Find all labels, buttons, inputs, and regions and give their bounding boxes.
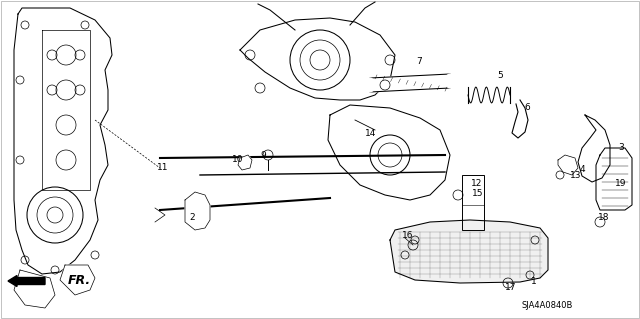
- Text: 13: 13: [570, 170, 582, 180]
- Text: 7: 7: [416, 57, 422, 66]
- Polygon shape: [185, 192, 210, 230]
- Polygon shape: [60, 265, 95, 295]
- Polygon shape: [238, 155, 252, 170]
- Polygon shape: [370, 74, 450, 92]
- Text: 2: 2: [189, 213, 195, 222]
- FancyArrow shape: [8, 276, 45, 286]
- Text: 6: 6: [524, 103, 530, 113]
- Polygon shape: [14, 270, 55, 308]
- Polygon shape: [558, 155, 578, 175]
- Polygon shape: [14, 8, 112, 274]
- Polygon shape: [328, 105, 450, 200]
- Text: 10: 10: [232, 155, 244, 165]
- Text: 18: 18: [598, 213, 610, 222]
- Polygon shape: [42, 30, 90, 190]
- Bar: [462, 175, 484, 230]
- Text: 11: 11: [157, 164, 169, 173]
- Text: 16: 16: [403, 232, 413, 241]
- Text: SJA4A0840B: SJA4A0840B: [522, 301, 573, 310]
- Polygon shape: [578, 115, 610, 182]
- Text: 19: 19: [615, 179, 627, 188]
- Ellipse shape: [445, 74, 455, 88]
- Text: 17: 17: [505, 283, 516, 292]
- Ellipse shape: [365, 78, 375, 92]
- Text: 5: 5: [497, 70, 503, 79]
- Text: 4: 4: [579, 166, 585, 174]
- Polygon shape: [240, 18, 395, 100]
- Text: 15: 15: [472, 189, 484, 198]
- Polygon shape: [596, 148, 632, 210]
- Polygon shape: [390, 220, 548, 283]
- Text: FR.: FR.: [68, 275, 91, 287]
- Text: 14: 14: [365, 129, 377, 137]
- Text: 12: 12: [471, 179, 483, 188]
- Text: 9: 9: [260, 151, 266, 160]
- Text: 1: 1: [531, 277, 537, 286]
- Text: 3: 3: [618, 143, 624, 152]
